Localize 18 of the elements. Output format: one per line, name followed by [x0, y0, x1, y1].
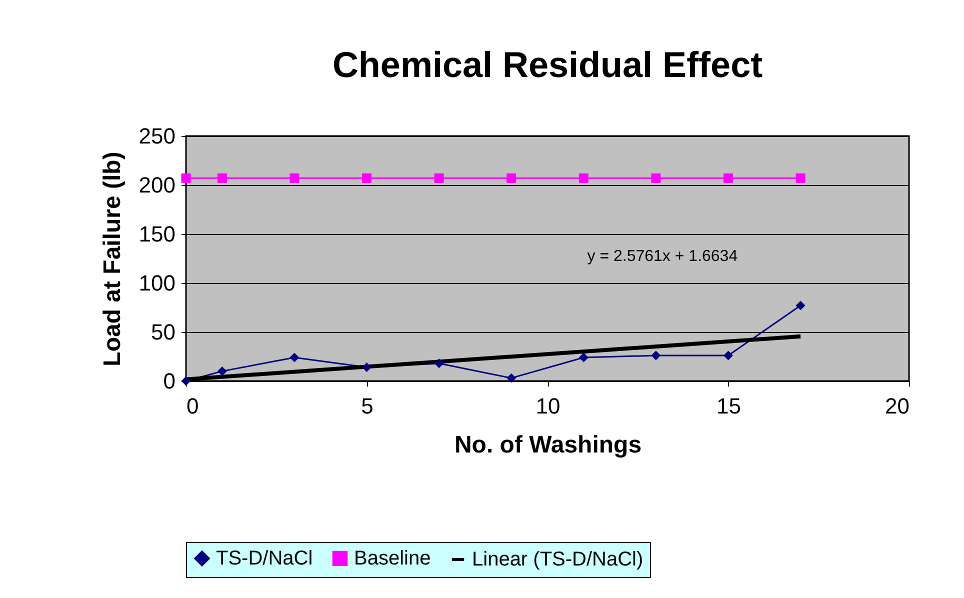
x-tick-label: 5 — [361, 394, 374, 418]
legend-label: Baseline — [354, 547, 431, 570]
y-tick-label: 250 — [138, 124, 176, 148]
y-axis-title: Load at Failure (lb) — [98, 152, 126, 366]
y-tick-label: 50 — [151, 320, 176, 344]
x-tick-label: 10 — [536, 394, 560, 418]
y-tick-label: 200 — [138, 172, 176, 198]
chart-title: Chemical Residual Effect — [332, 44, 763, 85]
legend-label: Linear (TS-D/NaCl) — [472, 548, 644, 570]
x-axis-title: No. of Washings — [454, 432, 642, 458]
y-tick-label: 150 — [138, 222, 176, 246]
y-tick-label: 0 — [163, 368, 176, 394]
annotation: y = 2.5761x + 1.6634 — [587, 248, 738, 266]
x-tick-label: 0 — [186, 394, 199, 418]
y-tick-label: 100 — [138, 270, 176, 296]
legend-label: TS-D/NaCl — [216, 547, 313, 570]
x-tick-label: 15 — [716, 394, 741, 418]
x-tick-label: 20 — [885, 394, 910, 418]
